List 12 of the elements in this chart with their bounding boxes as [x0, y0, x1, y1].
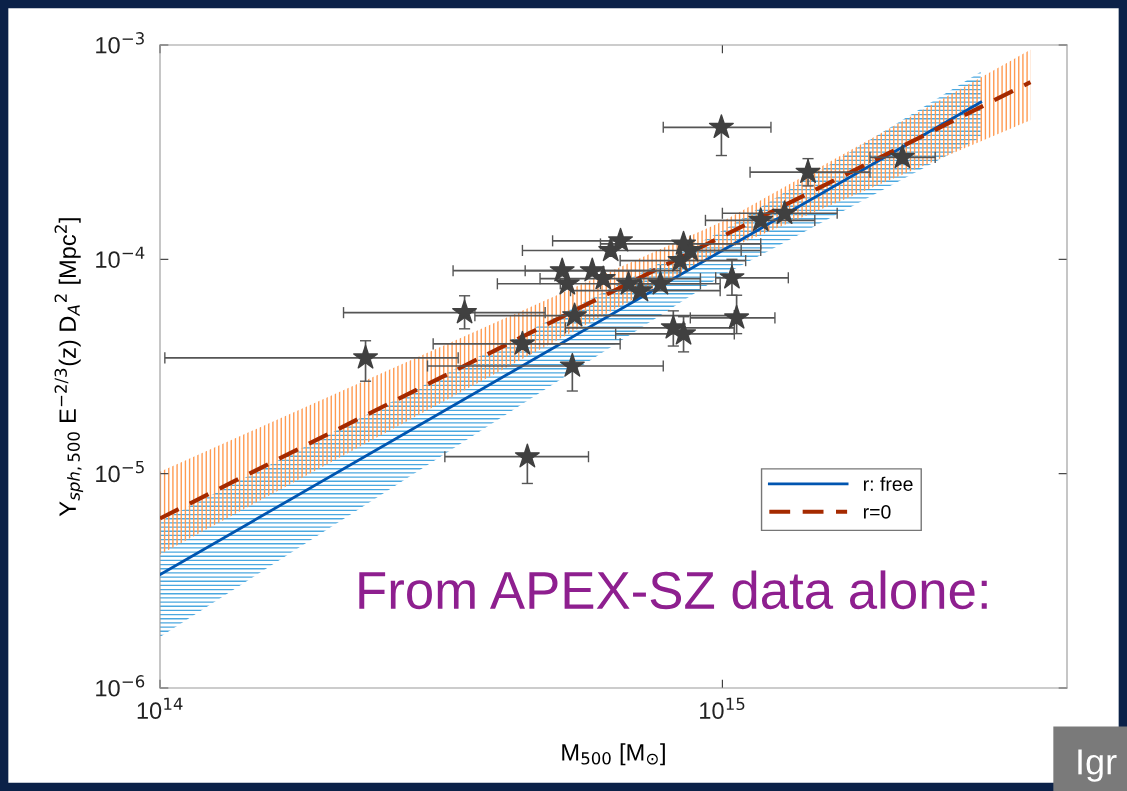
x-tick-label: 10$^{15}$: [700, 697, 745, 720]
y-tick-label: 10$^{−6}$: [96, 675, 145, 697]
y-tick-label: 10$^{−4}$: [96, 246, 145, 268]
y-tick-label: 10$^{−5}$: [96, 460, 144, 483]
legend-label: r: free: [863, 476, 913, 491]
text: Y$_{sph,500}$ E$^{−2/3}$(z) D$_{A}$$^{2}$ [Mpc$^{2}$]: [54, 218, 84, 517]
x-tick-label: 10$^{14}$: [137, 697, 183, 720]
y-tick-label: 10$^{−3}$: [96, 32, 144, 54]
annotation: From APEX-SZ data alone:: [359, 570, 987, 610]
x-axis-title: M$_{500}$ [M$_{⊙}$]: [562, 743, 665, 766]
legend-label: r=0: [863, 505, 891, 519]
text: Igr: [1078, 749, 1117, 782]
